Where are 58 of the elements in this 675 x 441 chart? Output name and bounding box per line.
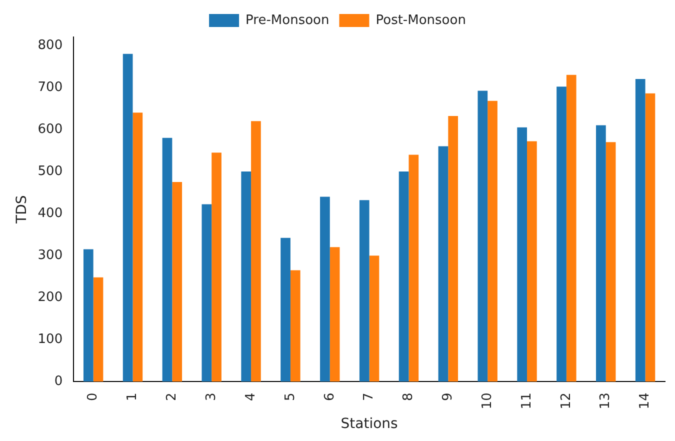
bar <box>369 256 380 382</box>
x-axis-title: Stations <box>340 416 398 432</box>
y-tick-label: 500 <box>38 164 63 179</box>
bar <box>596 125 606 382</box>
x-tick-label: 1 <box>125 392 140 401</box>
y-tick-label: 700 <box>38 80 63 95</box>
x-tick-label: 5 <box>282 392 298 401</box>
x-tick-label: 9 <box>440 392 456 401</box>
bar <box>122 54 133 382</box>
x-tick-label: 14 <box>638 392 653 410</box>
bar <box>438 146 448 382</box>
y-tick-label: 200 <box>38 290 63 305</box>
bar <box>132 112 143 382</box>
bar <box>162 138 172 382</box>
y-tick-label: 100 <box>38 332 63 347</box>
bar <box>93 277 104 382</box>
y-tick-label: 300 <box>38 248 63 263</box>
x-tick-label: 10 <box>480 392 495 410</box>
y-tick-label: 600 <box>38 122 63 137</box>
y-tick-label: 400 <box>38 206 63 221</box>
bar <box>359 200 370 382</box>
bar <box>556 86 566 382</box>
bar <box>202 204 212 382</box>
y-tick-label: 0 <box>54 374 63 390</box>
y-axis-title: TDS <box>14 195 30 224</box>
legend-label: Pre-Monsoon <box>246 12 330 28</box>
bar <box>280 238 290 382</box>
x-tick-label: 8 <box>401 392 416 401</box>
bar <box>645 93 656 382</box>
bar <box>251 121 261 382</box>
bar <box>398 172 409 382</box>
bar <box>606 142 616 382</box>
bar <box>488 100 498 382</box>
bar <box>566 74 576 382</box>
bar <box>527 141 537 382</box>
bar <box>83 249 94 382</box>
bar <box>408 154 419 382</box>
x-tick-label: 11 <box>519 392 534 410</box>
y-tick-label: 800 <box>38 38 63 53</box>
legend-label: Post-Monsoon <box>376 12 466 28</box>
x-tick-label: 4 <box>243 392 258 401</box>
bar <box>448 116 458 382</box>
x-tick-label: 12 <box>558 392 574 410</box>
bar <box>517 127 528 382</box>
bar <box>330 247 340 382</box>
bar <box>478 90 488 382</box>
bar <box>290 270 300 382</box>
x-tick-label: 13 <box>598 392 614 410</box>
bar <box>635 79 646 382</box>
x-tick-label: 7 <box>362 392 377 401</box>
bar <box>172 182 182 382</box>
bar <box>241 172 252 382</box>
x-tick-label: 0 <box>86 392 101 401</box>
bar <box>320 196 330 382</box>
x-tick-label: 2 <box>164 392 180 401</box>
bar <box>212 152 222 382</box>
x-tick-label: 3 <box>204 392 219 401</box>
x-tick-label: 6 <box>322 392 338 401</box>
